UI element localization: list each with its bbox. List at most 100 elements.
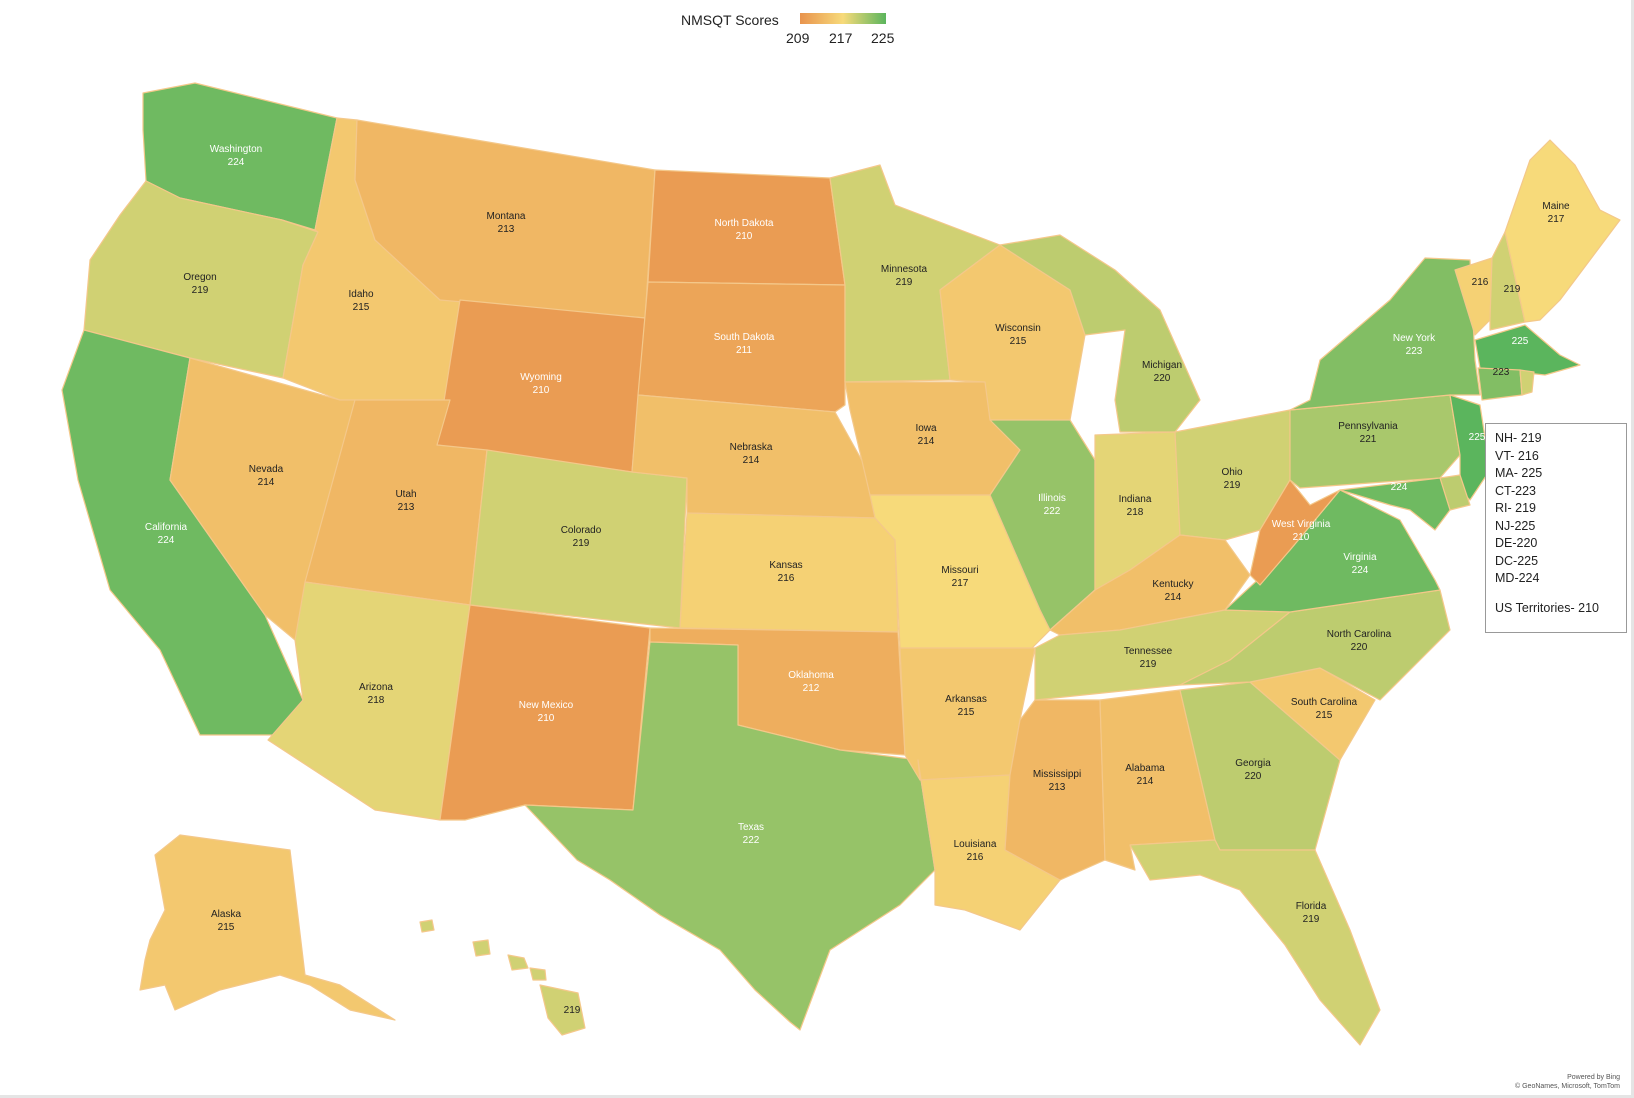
state-label-oklahoma: Oklahoma	[788, 670, 834, 681]
state-label-new-mexico: New Mexico	[519, 700, 574, 711]
state-score-north-dakota: 210	[736, 231, 753, 242]
state-score-alaska: 215	[218, 922, 235, 933]
state-maine[interactable]	[1504, 139, 1621, 323]
state-westvirginia[interactable]	[1249, 479, 1341, 586]
state-label-pennsylvania: Pennsylvania	[1338, 421, 1398, 432]
note-line: NH- 219	[1495, 431, 1542, 445]
state-label-oregon: Oregon	[183, 272, 216, 283]
state-score-west-virginia: 210	[1293, 532, 1310, 543]
state-southdakota[interactable]	[637, 281, 846, 413]
legend-color-scale	[800, 13, 886, 24]
state-score-mississippi: 213	[1049, 782, 1066, 793]
state-label-nebraska: Nebraska	[730, 442, 773, 453]
state-michigan[interactable]	[999, 234, 1201, 433]
state-label-kansas: Kansas	[769, 560, 802, 571]
state-score-nh: 219	[1504, 284, 1521, 295]
state-score-california: 224	[158, 535, 175, 546]
state-label-north-carolina: North Carolina	[1327, 629, 1392, 640]
state-colorado[interactable]	[469, 449, 688, 629]
state-score-nebraska: 214	[743, 455, 760, 466]
state-maryland[interactable]	[1339, 477, 1451, 531]
state-score-maine: 217	[1548, 214, 1565, 225]
state-score-oklahoma: 212	[803, 683, 820, 694]
state-label-illinois: Illinois	[1038, 493, 1066, 504]
credit-line: © GeoNames, Microsoft, TomTom	[1515, 1083, 1620, 1090]
state-score-iowa: 214	[918, 436, 935, 447]
state-label-minnesota: Minnesota	[881, 264, 928, 275]
state-rhodeisland[interactable]	[1519, 369, 1535, 396]
state-label-new-york: New York	[1393, 333, 1436, 344]
state-score-tennessee: 219	[1140, 659, 1157, 670]
state-label-colorado: Colorado	[561, 525, 602, 536]
state-massachusetts[interactable]	[1474, 324, 1581, 376]
credit-line: Powered by Bing	[1567, 1074, 1620, 1081]
state-score-missouri: 217	[952, 578, 969, 589]
state-score-virginia: 224	[1352, 565, 1369, 576]
state-score-indiana: 218	[1127, 507, 1144, 518]
state-score-south-dakota: 211	[736, 345, 752, 356]
state-label-ohio: Ohio	[1221, 467, 1243, 478]
state-label-south-carolina: South Carolina	[1291, 697, 1358, 708]
state-label-iowa: Iowa	[915, 423, 937, 434]
state-score-kansas: 216	[778, 573, 795, 584]
note-line: MA- 225	[1495, 466, 1543, 480]
state-kansas[interactable]	[679, 512, 899, 633]
state-score-vt: 216	[1472, 277, 1489, 288]
state-label-tennessee: Tennessee	[1124, 646, 1173, 657]
state-score-north-carolina: 220	[1351, 642, 1368, 653]
note-line: NJ-225	[1495, 518, 1536, 533]
state-score-georgia: 220	[1245, 771, 1262, 782]
state-alaska[interactable]	[139, 834, 396, 1021]
note-line: RI- 219	[1495, 501, 1536, 515]
state-score-wyoming: 210	[533, 385, 550, 396]
state-label-michigan: Michigan	[1142, 360, 1182, 371]
state-newyork[interactable]	[1289, 257, 1481, 411]
state-label-arkansas: Arkansas	[945, 694, 987, 705]
state-score-nj: 225	[1469, 432, 1486, 443]
state-label-alabama: Alabama	[1125, 763, 1165, 774]
state-newhampshire[interactable]	[1489, 231, 1526, 331]
state-score-md: 224	[1391, 482, 1408, 493]
state-score-kentucky: 214	[1165, 592, 1182, 603]
state-score-minnesota: 219	[896, 277, 913, 288]
state-label-south-dakota: South Dakota	[714, 332, 775, 343]
state-score-pennsylvania: 221	[1360, 434, 1377, 445]
state-score-oregon: 219	[192, 285, 209, 296]
state-label-wyoming: Wyoming	[520, 372, 562, 383]
state-label-maine: Maine	[1542, 201, 1570, 212]
state-kentucky[interactable]	[1049, 534, 1251, 636]
state-score-alabama: 214	[1137, 776, 1154, 787]
state-label-west-virginia: West Virginia	[1272, 519, 1331, 530]
state-score-colorado: 219	[573, 538, 590, 549]
state-score-south-carolina: 215	[1316, 710, 1333, 721]
state-score-idaho: 215	[353, 302, 370, 313]
state-label-montana: Montana	[487, 211, 526, 222]
state-label-north-dakota: North Dakota	[715, 218, 774, 229]
note-line: DC-225	[1495, 553, 1539, 568]
state-label-nevada: Nevada	[249, 464, 284, 475]
state-score-nevada: 214	[258, 477, 275, 488]
state-florida[interactable]	[1129, 839, 1381, 1046]
map-credits: Powered by Bing © GeoNames, Microsoft, T…	[1515, 1073, 1620, 1091]
note-line: CT-223	[1495, 483, 1536, 498]
state-label-florida: Florida	[1296, 901, 1327, 912]
note-line: DE-220	[1495, 536, 1538, 550]
state-label-mississippi: Mississippi	[1033, 769, 1081, 780]
state-score-louisiana: 216	[967, 852, 984, 863]
legend-title: NMSQT Scores	[681, 12, 779, 28]
state-label-idaho: Idaho	[348, 289, 373, 300]
territories-note: US Territories- 210	[1495, 600, 1599, 615]
state-score-utah: 213	[398, 502, 415, 513]
state-newjersey[interactable]	[1449, 394, 1491, 501]
legend-tick-max: 225	[871, 30, 895, 46]
state-label-washington: Washington	[210, 144, 262, 155]
state-label-indiana: Indiana	[1119, 494, 1152, 505]
state-texas[interactable]	[524, 641, 936, 1031]
legend: NMSQT Scores 209 217 225	[0, 0, 1634, 60]
state-label-kentucky: Kentucky	[1152, 579, 1193, 590]
state-score-ma: 225	[1512, 336, 1529, 347]
state-score-ct: 223	[1493, 367, 1510, 378]
state-label-georgia: Georgia	[1235, 758, 1271, 769]
state-hawaii[interactable]	[419, 919, 586, 1036]
window-bottom-edge	[0, 1095, 1634, 1098]
